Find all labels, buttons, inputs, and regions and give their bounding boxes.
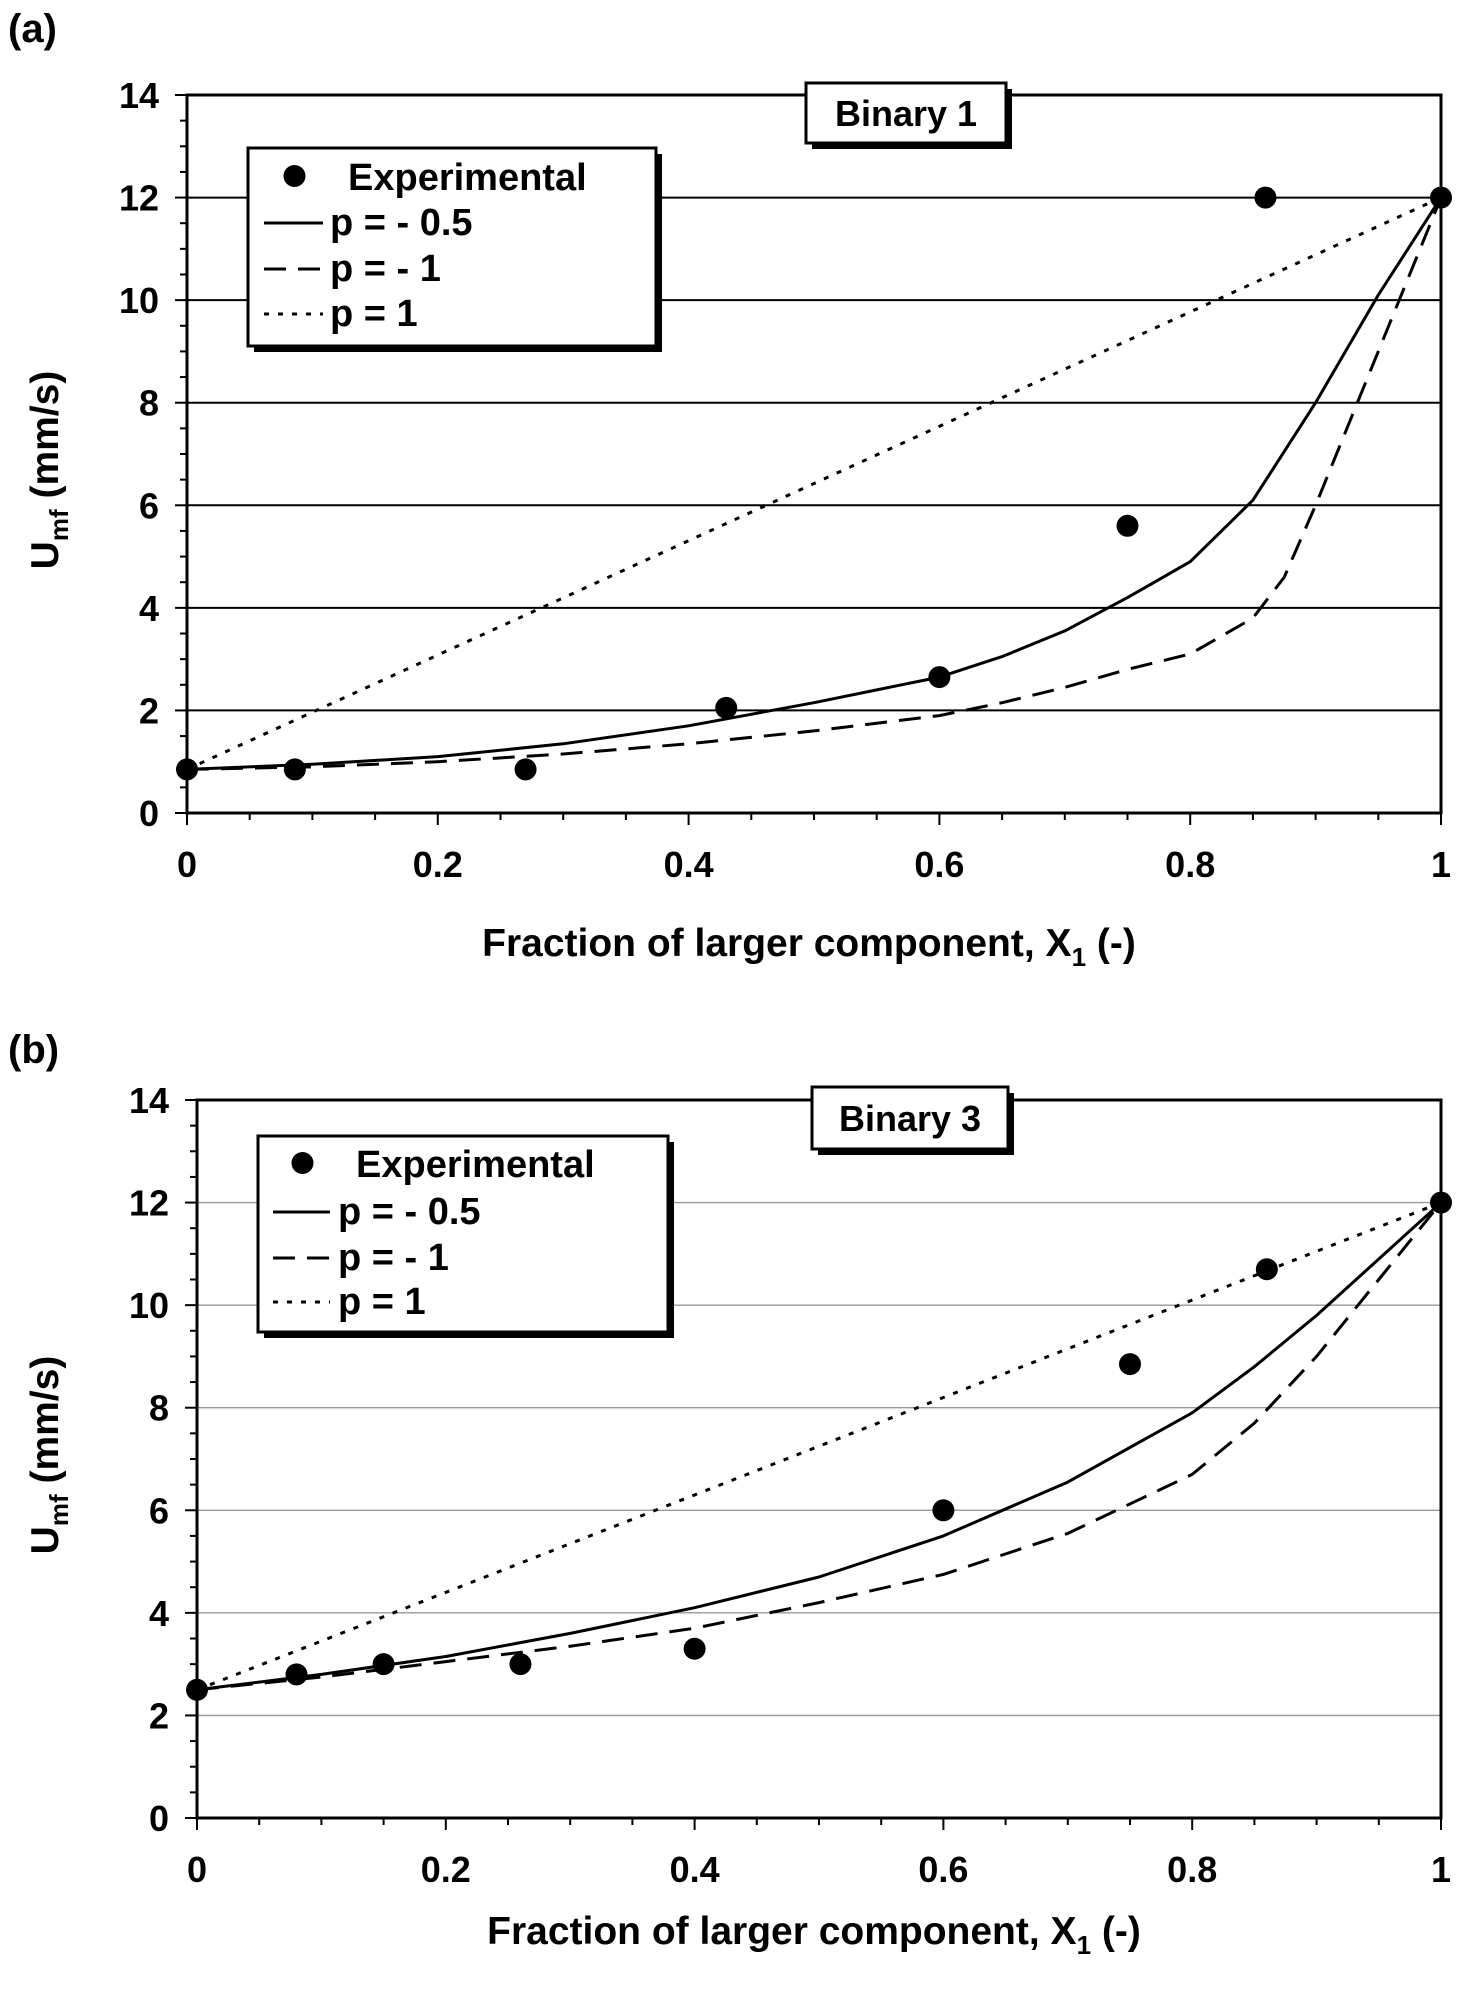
experimental-point: [514, 758, 537, 781]
experimental-point: [1254, 186, 1277, 209]
experimental-point: [1430, 186, 1452, 209]
series-line-solid: [196, 1201, 1443, 1692]
series-line-dotted: [186, 196, 1442, 771]
experimental-point: [285, 1663, 308, 1686]
legend-label-dotted: p = 1: [330, 293, 418, 335]
series-line-dashed: [186, 197, 1443, 771]
y-axis-label-group: Umf (mm/s): [24, 371, 74, 570]
x-axis-label-unit: (-): [1091, 1910, 1141, 1953]
y-tick-label: 12: [119, 178, 159, 219]
y-axis-label-subscript: mf: [44, 1494, 74, 1526]
series-line-solid: [186, 196, 1443, 771]
y-axis-label: Umf (mm/s): [24, 371, 74, 570]
legend-label-dashed: p = - 1: [338, 1237, 449, 1279]
legend-label-experimental: Experimental: [348, 157, 587, 199]
panel-label: (b): [8, 1028, 59, 1072]
x-tick-label: 1: [1431, 1849, 1451, 1890]
x-tick-label: 0.6: [914, 844, 964, 885]
y-tick-label: 6: [139, 485, 159, 526]
legend-label-experimental: Experimental: [356, 1144, 595, 1186]
x-tick-label: 0.8: [1167, 1849, 1217, 1890]
x-tick-label: 0.8: [1165, 844, 1215, 885]
y-tick-label: 14: [119, 75, 159, 116]
legend-marker-experimental: [283, 165, 306, 187]
legend-label-dotted: p = 1: [338, 1281, 426, 1323]
x-tick-label: 0.2: [421, 1849, 471, 1890]
series-line-dashed: [196, 1201, 1443, 1692]
experimental-point: [928, 666, 951, 689]
x-axis-label-unit: (-): [1086, 922, 1136, 965]
title-box: [804, 81, 1008, 145]
x-axis-label-text: Fraction of larger component, X: [487, 1910, 1076, 1953]
y-tick-label: 8: [139, 383, 159, 424]
legend-label-solid: p = - 0.5: [338, 1191, 481, 1233]
x-tick-label: 0.6: [918, 1849, 968, 1890]
x-axis-label-subscript: 1: [1077, 1930, 1091, 1960]
experimental-point: [186, 1678, 208, 1701]
x-axis-label: Fraction of larger component, X1 (-): [482, 922, 1136, 972]
y-tick-label: 10: [119, 280, 159, 321]
experimental-point: [176, 758, 198, 781]
y-axis-label-unit: (mm/s): [24, 371, 67, 510]
legend-marker-experimental: [291, 1152, 314, 1174]
experimental-point: [932, 1499, 955, 1522]
experimental-point: [683, 1637, 706, 1660]
y-tick-label: 2: [139, 690, 159, 731]
x-tick-label: 0: [177, 844, 197, 885]
x-axis-label-text: Fraction of larger component, X: [482, 922, 1071, 965]
y-axis-label-subscript: mf: [44, 509, 74, 541]
y-tick-label: 2: [149, 1695, 169, 1736]
y-tick-label: 0: [139, 793, 159, 834]
y-tick-label: 8: [149, 1388, 169, 1429]
panel-label: (a): [8, 7, 57, 51]
y-tick-label: 12: [129, 1183, 169, 1224]
chart-title: Binary 3: [839, 1098, 981, 1139]
y-axis-label-text: U: [24, 541, 67, 569]
experimental-point: [715, 696, 738, 719]
x-axis-label-subscript: 1: [1072, 942, 1086, 972]
experimental-point: [1119, 1353, 1141, 1376]
experimental-point: [1255, 1258, 1278, 1281]
title-box: [810, 1085, 1010, 1151]
y-axis-label-unit: (mm/s): [24, 1356, 67, 1495]
x-tick-label: 1: [1431, 844, 1451, 885]
x-tick-label: 0.2: [413, 844, 463, 885]
legend-label-solid: p = - 0.5: [330, 202, 473, 244]
legend-label-dashed: p = - 1: [330, 248, 441, 290]
legend-box: [256, 1134, 670, 1334]
y-tick-label: 4: [149, 1593, 169, 1634]
experimental-point: [1116, 514, 1139, 537]
y-tick-label: 0: [149, 1798, 169, 1839]
x-tick-label: 0.4: [664, 844, 714, 885]
y-tick-label: 6: [149, 1490, 169, 1531]
y-tick-label: 14: [129, 1080, 169, 1121]
y-tick-label: 4: [139, 588, 159, 629]
y-axis-label-text: U: [24, 1526, 67, 1554]
y-tick-label: 10: [129, 1285, 169, 1326]
experimental-point: [509, 1653, 532, 1676]
y-axis-label: Umf (mm/s): [24, 1356, 74, 1555]
experimental-point: [1430, 1191, 1452, 1214]
x-tick-label: 0: [187, 1849, 207, 1890]
experimental-point: [372, 1653, 395, 1676]
chart-title: Binary 1: [835, 93, 977, 134]
x-tick-label: 0.4: [670, 1849, 720, 1890]
experimental-point: [283, 758, 306, 781]
y-axis-label-group: Umf (mm/s): [24, 1356, 74, 1555]
x-axis-label: Fraction of larger component, X1 (-): [487, 1910, 1141, 1960]
legend-box: [246, 146, 658, 348]
